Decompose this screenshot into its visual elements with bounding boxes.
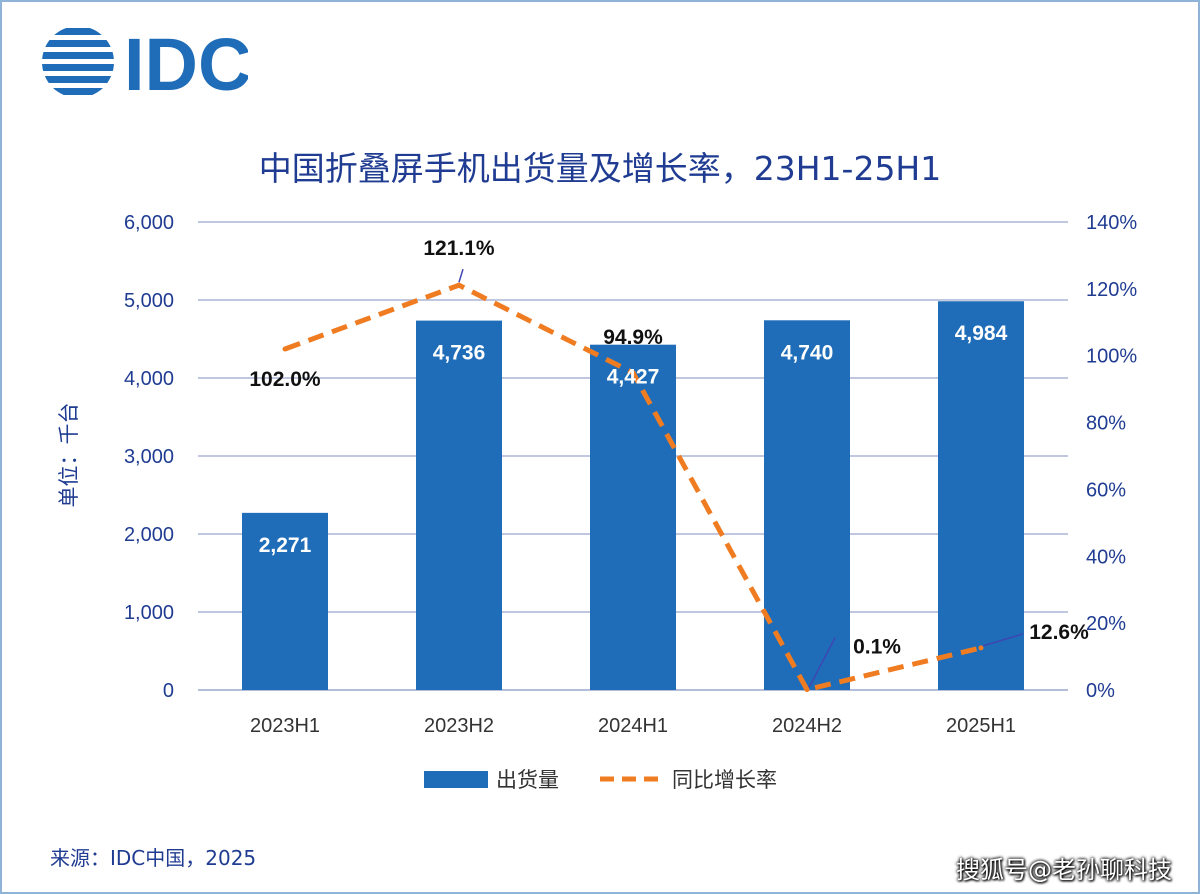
chart-title: 中国折叠屏手机出货量及增长率，23H1-25H1: [258, 149, 942, 188]
bar-value-label: 2,271: [259, 534, 312, 557]
watermark: 搜狐号@老孙聊科技: [956, 856, 1172, 884]
x-tick-label: 2023H1: [250, 715, 320, 737]
rate-value-label: 0.1%: [853, 636, 901, 659]
y-tick-label-left: 0: [163, 680, 174, 702]
idc-logo: IDC: [42, 23, 248, 102]
bar-value-label: 4,736: [433, 342, 486, 365]
bar: [938, 301, 1024, 690]
rate-point: [630, 370, 636, 376]
y-tick-label-right: 60%: [1086, 479, 1126, 501]
y-tick-label-left: 1,000: [124, 602, 174, 624]
legend-swatch-bars: [424, 771, 488, 788]
data-labels: 2,271 4,736 4,427 4,740 4,984 102.0% 121.1% 94.…: [249, 237, 1089, 658]
rate-value-label: 121.1%: [423, 237, 495, 260]
x-tick-label: 2023H2: [424, 715, 494, 737]
axes: 0 1,000 2,000 3,000 4,000 5,000 6,000 0% 20% 40% 6…: [124, 212, 1137, 737]
rate-point: [282, 346, 288, 352]
y-tick-label-right: 40%: [1086, 546, 1126, 568]
bar: [590, 344, 676, 690]
leader-line: [458, 268, 464, 283]
y-tick-label-left: 4,000: [124, 368, 174, 390]
bar: [242, 512, 328, 690]
rate-value-label: 12.6%: [1029, 621, 1089, 644]
leader-line: [808, 637, 836, 689]
y-tick-label-right: 100%: [1086, 346, 1137, 368]
y-tick-label-right: 80%: [1086, 413, 1126, 435]
y-axis-title: 单位：千台: [57, 403, 81, 508]
x-tick-label: 2024H2: [772, 715, 842, 737]
y-tick-label-left: 5,000: [124, 290, 174, 312]
legend-label-bars: 出货量: [496, 768, 559, 792]
bar-value-label: 4,427: [607, 366, 660, 389]
legend-label-line: 同比增长率: [672, 768, 777, 792]
legend: 出货量 同比增长率: [424, 768, 777, 792]
rate-value-label: 94.9%: [603, 326, 663, 349]
y-tick-label-right: 20%: [1086, 613, 1126, 635]
svg-text:IDC: IDC: [124, 23, 248, 102]
bar-value-label: 4,984: [955, 322, 1008, 345]
x-tick-label: 2025H1: [946, 715, 1016, 737]
leader-line: [982, 633, 1024, 647]
bar-series: [242, 301, 1024, 690]
rate-value-label: 102.0%: [249, 368, 321, 391]
bar: [764, 320, 850, 690]
y-tick-label-right: 140%: [1086, 212, 1137, 234]
y-tick-label-right: 0%: [1086, 680, 1115, 702]
rate-point: [804, 687, 810, 693]
globe-icon: [42, 28, 114, 95]
bar: [416, 320, 502, 690]
source-note: 来源：IDC中国，2025: [50, 846, 257, 870]
y-tick-label-left: 3,000: [124, 446, 174, 468]
rate-line-series: [282, 268, 1024, 693]
rate-point: [456, 282, 462, 288]
bar-value-label: 4,740: [781, 341, 834, 364]
x-tick-label: 2024H1: [598, 715, 668, 737]
y-tick-label-left: 6,000: [124, 212, 174, 234]
y-tick-label-left: 2,000: [124, 524, 174, 546]
y-tick-label-right: 120%: [1086, 279, 1137, 301]
rate-point: [978, 645, 984, 651]
